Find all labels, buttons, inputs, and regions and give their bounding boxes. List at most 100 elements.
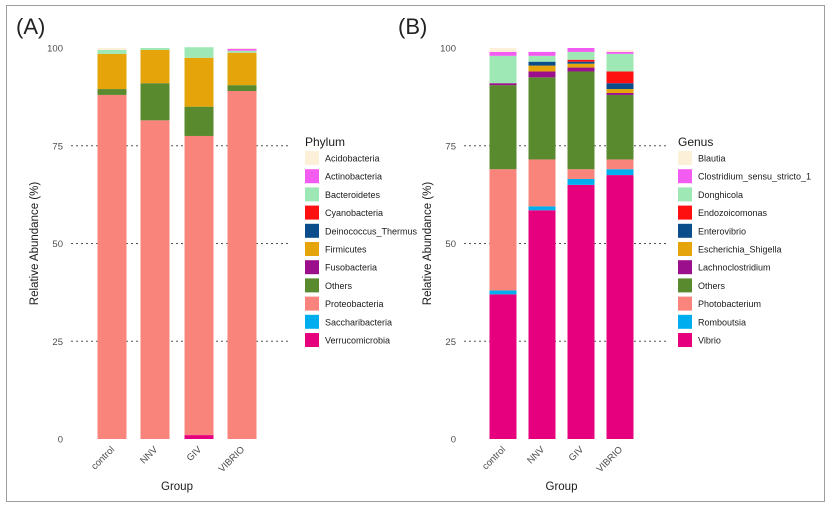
phylum-bar-giv-firmicutes [184,57,214,107]
figure-frame [6,5,825,502]
phylum-bar-giv-bacteroidetes [184,47,214,58]
genus-bar-control-clostridium-sensu-stricto-1 [489,51,517,56]
genus-legend-swatch-photobacterium [678,296,692,311]
phylum-legend-label: Others [325,281,353,291]
phylum-bar-control-proteobacteria [97,94,127,440]
phylum-legend-swatch-others [305,278,319,293]
genus-legend-label: Enterovibrio [698,226,746,236]
phylum-bar-giv-verrucomicrobia [184,435,214,439]
genus-bar-vibrio-blautia [606,49,634,52]
phylum-x-tick-label: GIV [185,444,205,464]
genus-bar-giv-donghicola [567,51,595,60]
genus-bar-vibrio-enterovibrio [606,83,634,90]
phylum-legend-swatch-acidobacteria [305,151,319,165]
genus-bar-giv-romboutsia [567,178,595,185]
genus-bar-nnv-enterovibrio [528,61,556,66]
phylum-bar-giv-others [184,106,214,136]
phylum-bar-control-bacteroidetes [97,49,127,54]
genus-bar-vibrio-clostridium-sensu-stricto-1 [606,51,634,54]
genus-bar-giv-endozoicomonas [567,59,595,62]
genus-bar-nnv-vibrio [528,210,556,439]
genus-bar-vibrio-others [606,94,634,160]
genus-legend-swatch-escherichia-shigella [678,242,692,256]
genus-bar-giv-clostridium-sensu-stricto-1 [567,48,595,52]
genus-bar-vibrio-vibrio [606,175,634,439]
genus-x-tick-label: control [480,444,508,472]
genus-legend-label: Lachnoclostridium [698,263,771,273]
genus-y-tick-label: 0 [451,435,456,446]
genus-bar-vibrio-lachnoclostridium [606,92,634,95]
phylum-x-tick-label: VIBRIO [217,444,248,475]
genus-bar-nnv-others [528,77,556,160]
genus-bar-giv-photobacterium [567,169,595,179]
phylum-legend-swatch-bacteroidetes [305,187,319,202]
phylum-legend-label: Deinococcus_Thermus [325,226,418,236]
genus-legend-swatch-endozoicomonas [678,205,692,220]
phylum-legend-swatch-verrucomicrobia [305,333,319,347]
phylum-legend-swatch-proteobacteria [305,296,319,311]
genus-bar-control-romboutsia [489,290,517,295]
phylum-legend-label: Proteobacteria [325,299,384,309]
genus-legend-swatch-enterovibrio [678,223,692,238]
genus-legend-swatch-lachnoclostridium [678,260,692,275]
genus-bar-vibrio-photobacterium [606,159,634,170]
phylum-bar-giv-proteobacteria [184,135,214,436]
genus-y-tick-label: 75 [445,141,456,152]
genus-bar-nnv-photobacterium [528,159,556,207]
phylum-bar-vibrio-bacteroidetes [227,50,257,53]
genus-legend-label: Vibrio [698,336,721,346]
genus-bar-vibrio-endozoicomonas [606,71,634,84]
phylum-legend-label: Verrucomicrobia [325,336,390,346]
genus-bar-nnv-donghicola [528,55,556,62]
phylum-bar-vibrio-acidobacteria [227,48,257,49]
phylum-legend-swatch-saccharibacteria [305,314,319,329]
genus-legend-swatch-vibrio [678,333,692,347]
panel-a-label: (A) [16,14,46,39]
phylum-y-axis-title: Relative Abundance (%) [29,182,41,306]
genus-bar-control-blautia [489,48,517,52]
genus-legend-swatch-donghicola [678,187,692,202]
phylum-y-tick-label: 50 [52,239,63,250]
genus-bar-control-others [489,85,517,170]
phylum-legend-label: Actinobacteria [325,172,382,182]
genus-bar-giv-escherichia-shigella [567,63,595,68]
genus-y-axis-title: Relative Abundance (%) [422,182,434,306]
phylum-legend-swatch-firmicutes [305,242,319,256]
genus-y-tick-label: 25 [445,337,456,348]
phylum-bar-vibrio-proteobacteria [227,91,257,439]
phylum-legend-swatch-deinococcus-thermus [305,223,319,238]
phylum-legend-label: Fusobacteria [325,263,377,273]
genus-legend-label: Endozoicomonas [698,208,768,218]
genus-legend-label: Donghicola [698,190,743,200]
genus-bar-nnv-romboutsia [528,206,556,211]
genus-legend-label: Romboutsia [698,317,746,327]
phylum-legend-label: Saccharibacteria [325,317,392,327]
genus-bar-control-donghicola [489,55,517,84]
genus-legend-label: Photobacterium [698,299,761,309]
phylum-legend-label: Firmicutes [325,245,367,255]
phylum-bar-nnv-others [140,83,170,121]
genus-bar-control-vibrio [489,294,517,439]
genus-x-axis-title: Group [546,481,578,493]
phylum-x-tick-label: control [89,444,117,472]
phylum-bar-control-others [97,89,127,95]
genus-bar-vibrio-donghicola [606,53,634,72]
phylum-legend-label: Cyanobacteria [325,208,383,218]
genus-legend-swatch-others [678,278,692,293]
phylum-bar-nnv-proteobacteria [140,120,170,440]
phylum-y-tick-label: 100 [47,44,63,55]
genus-legend-label: Blautia [698,154,726,164]
genus-bar-giv-vibrio [567,184,595,439]
genus-bar-nnv-escherichia-shigella [528,65,556,72]
genus-y-tick-label: 100 [440,44,456,55]
genus-legend-swatch-romboutsia [678,314,692,329]
phylum-bar-nnv-bacteroidetes [140,48,170,50]
genus-legend-label: Clostridium_sensu_stricto_1 [698,172,811,182]
phylum-bar-vibrio-others [227,85,257,92]
phylum-bar-control-acidobacteria [97,48,127,50]
phylum-legend-title: Phylum [305,135,345,149]
phylum-bar-vibrio-firmicutes [227,52,257,86]
genus-bar-vibrio-romboutsia [606,169,634,176]
phylum-legend-label: Bacteroidetes [325,190,381,200]
